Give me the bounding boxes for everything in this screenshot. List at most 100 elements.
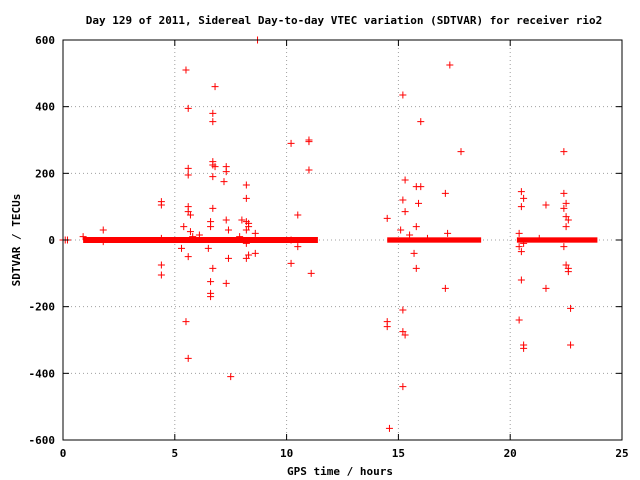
data-point: [184, 171, 192, 179]
data-point: [401, 176, 409, 184]
x-tick-label: 5: [171, 447, 178, 460]
dense-band: [516, 237, 598, 243]
x-tick-label: 20: [504, 447, 517, 460]
data-point: [457, 148, 465, 156]
data-point: [520, 344, 528, 352]
data-point: [562, 223, 570, 231]
data-point: [186, 211, 194, 219]
data-point: [441, 284, 449, 292]
y-axis-label: SDTVAR / TECUs: [10, 194, 23, 287]
data-point: [222, 279, 230, 287]
data-point: [157, 271, 165, 279]
data-point: [209, 264, 217, 272]
data-point: [294, 211, 302, 219]
data-point: [79, 233, 87, 241]
data-point: [417, 118, 425, 126]
data-point: [567, 341, 575, 349]
data-point: [560, 204, 568, 212]
x-tick-label: 15: [392, 447, 405, 460]
data-point: [397, 226, 405, 234]
data-point: [383, 214, 391, 222]
data-point: [209, 204, 217, 212]
data-point: [567, 304, 575, 312]
y-tick-label: 400: [35, 101, 55, 114]
data-point: [399, 196, 407, 204]
axis-ticks: 0 5 10 15 20 25 -600 -400 -200 0 200 400 600: [29, 34, 629, 460]
data-point: [157, 201, 165, 209]
x-tick-label: 25: [615, 447, 628, 460]
data-point: [157, 261, 165, 269]
data-point: [222, 216, 230, 224]
data-point: [515, 316, 523, 324]
data-point: [178, 244, 186, 252]
data-point: [287, 236, 295, 244]
x-axis-label: GPS time / hours: [287, 465, 393, 478]
data-point: [517, 276, 525, 284]
y-tick-label: -600: [29, 434, 56, 447]
data-point: [441, 189, 449, 197]
data-point: [242, 181, 250, 189]
data-point: [385, 424, 393, 432]
data-point: [242, 226, 250, 234]
data-point: [242, 254, 250, 262]
data-point: [186, 228, 194, 236]
data-point: [251, 229, 259, 237]
data-point: [189, 233, 197, 241]
data-point: [560, 189, 568, 197]
data-point: [180, 223, 188, 231]
data-point: [99, 226, 107, 234]
data-point: [184, 253, 192, 261]
data-point: [184, 164, 192, 172]
data-point: [211, 163, 219, 171]
data-point: [182, 318, 190, 326]
data-point: [182, 66, 190, 74]
data-point: [209, 173, 217, 181]
data-point: [294, 243, 302, 251]
data-point: [207, 223, 215, 231]
data-point: [184, 104, 192, 112]
data-point: [444, 229, 452, 237]
data-point: [562, 199, 570, 207]
data-point: [99, 238, 107, 246]
data-point: [242, 194, 250, 202]
data-point: [517, 248, 525, 256]
dense-band: [83, 237, 318, 243]
data-point: [515, 243, 523, 251]
data-point: [224, 254, 232, 262]
data-point: [412, 223, 420, 231]
data-point: [287, 139, 295, 147]
data-point: [157, 234, 165, 242]
data-point: [401, 331, 409, 339]
data-point: [305, 166, 313, 174]
data-point: [238, 216, 246, 224]
data-point: [535, 234, 543, 242]
data-point: [515, 229, 523, 237]
y-tick-label: -200: [29, 301, 56, 314]
data-point: [399, 91, 407, 99]
data-point: [242, 239, 250, 247]
data-point: [517, 188, 525, 196]
y-tick-label: 0: [48, 234, 55, 247]
data-point: [236, 233, 244, 241]
data-point: [401, 208, 409, 216]
data-point: [220, 178, 228, 186]
data-point: [415, 199, 423, 207]
data-point: [207, 293, 215, 301]
data-point: [287, 259, 295, 267]
data-point: [224, 226, 232, 234]
data-point: [207, 278, 215, 286]
dense-band: [387, 237, 482, 243]
data-point: [520, 194, 528, 202]
chart-title: Day 129 of 2011, Sidereal Day-to-day VTE…: [86, 14, 603, 27]
data-point: [517, 203, 525, 211]
data-point: [410, 249, 418, 257]
data-point: [446, 61, 454, 69]
data-point: [383, 323, 391, 331]
data-point: [209, 118, 217, 126]
data-point: [542, 201, 550, 209]
data-point: [560, 243, 568, 251]
data-point: [520, 239, 528, 247]
data-point: [412, 264, 420, 272]
x-tick-label: 0: [60, 447, 67, 460]
